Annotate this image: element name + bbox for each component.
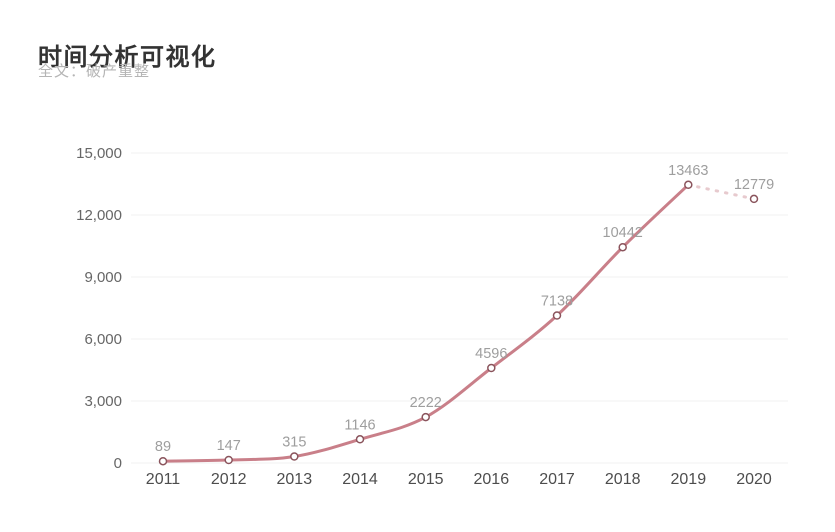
x-axis-tick-label: 2019 [671,471,707,488]
series-line-dashed-forecast [686,183,756,201]
y-axis-tick-label: 12,000 [76,207,122,224]
data-point-label: 2222 [410,395,442,411]
x-axis-tick-label: 2016 [474,471,510,488]
data-point-marker [749,194,759,204]
x-axis-tick-label: 2020 [736,471,772,488]
y-axis-tick-label: 9,000 [84,269,122,286]
data-point-label: 13463 [668,163,708,179]
data-point-label: 147 [217,438,241,454]
data-point-label: 1146 [344,417,375,433]
page-title: 时间分析可视化 [38,44,217,72]
x-axis-tick-label: 2015 [408,471,444,488]
x-axis-tick-label: 2018 [605,471,641,488]
data-point-marker [158,456,168,466]
x-axis-tick-label: 2013 [277,471,313,488]
data-point-label: 10442 [603,225,643,241]
data-point-marker [618,242,627,252]
data-point-label: 12779 [734,177,774,193]
data-point-marker [290,452,299,461]
x-axis-tick-label: 2011 [146,471,181,488]
y-axis-tick-label: 0 [114,455,122,472]
y-axis-tick-label: 3,000 [84,393,122,410]
data-point-marker [224,455,233,465]
data-point-label: 4596 [475,346,507,362]
data-point-label: 7138 [541,294,573,310]
data-point-label: 315 [282,435,306,451]
data-point-marker [421,412,430,422]
series-line-solid [161,183,690,463]
data-point-marker [355,435,365,444]
y-axis-tick-label: 15,000 [76,145,122,162]
y-axis-tick-label: 6,000 [84,331,122,348]
x-axis-tick-label: 2014 [342,471,378,488]
x-axis-tick-label: 2017 [539,471,575,488]
data-point-marker [552,311,562,320]
page-subtitle: 全文：破产重整 [38,63,151,80]
data-point-marker [487,363,496,373]
x-axis-tick-label: 2012 [211,471,247,488]
data-point-marker [684,180,693,190]
data-point-label: 89 [155,439,171,455]
